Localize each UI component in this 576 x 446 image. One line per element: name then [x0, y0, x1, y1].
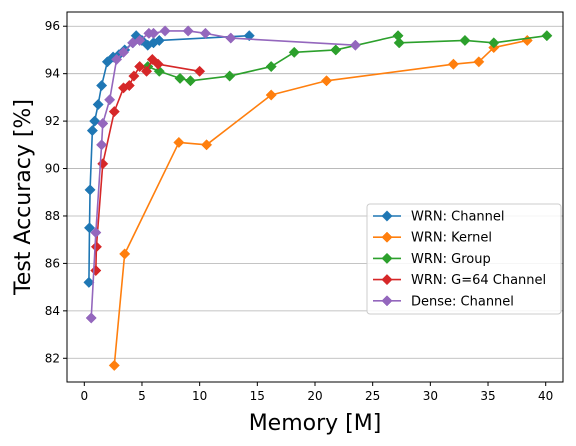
data-point — [84, 184, 96, 196]
data-point — [184, 75, 196, 87]
x-tick-label: 10 — [192, 389, 207, 403]
data-point — [89, 115, 101, 127]
data-point — [85, 312, 97, 324]
data-point — [128, 70, 140, 82]
data-point — [96, 79, 108, 92]
y-tick-label: 86 — [45, 256, 60, 270]
data-point — [111, 53, 123, 65]
data-point — [134, 34, 146, 47]
data-point — [153, 65, 165, 77]
legend-entry: WRN: Kernel — [373, 231, 492, 246]
data-point — [141, 65, 153, 77]
x-tick-label: 15 — [250, 389, 265, 403]
legend-entry: WRN: Group — [373, 252, 491, 267]
data-point — [92, 98, 104, 111]
x-tick-label: 0 — [80, 389, 88, 403]
data-point — [119, 248, 131, 260]
data-point — [194, 65, 206, 77]
legend-marker — [381, 274, 393, 286]
data-point — [104, 94, 116, 106]
data-point — [147, 27, 160, 39]
series-layer — [83, 25, 553, 371]
data-point — [123, 79, 135, 92]
y-tick-label: 82 — [45, 351, 60, 365]
x-tick-label: 40 — [538, 389, 553, 403]
y-tick-label: 96 — [45, 19, 60, 33]
data-point — [153, 34, 165, 47]
data-point — [86, 125, 98, 137]
data-point — [182, 25, 194, 37]
series-line — [88, 34, 250, 283]
data-point — [97, 158, 109, 170]
y-tick-label: 90 — [45, 162, 60, 176]
series-wrn-kernel — [108, 34, 533, 371]
data-point — [265, 60, 277, 73]
data-point — [541, 30, 553, 42]
data-point — [473, 56, 485, 68]
data-point — [117, 46, 130, 58]
data-point — [459, 34, 471, 47]
data-point — [159, 25, 171, 37]
y-axis-title: Test Accuracy [%] — [11, 99, 36, 296]
data-point — [447, 58, 459, 70]
x-tick-label: 20 — [307, 389, 322, 403]
data-point — [90, 227, 102, 239]
data-point — [96, 139, 108, 151]
data-point — [174, 72, 186, 84]
data-point — [393, 37, 405, 49]
legend: WRN: Channel WRN: Kernel WRN: Group WRN: G=… — [366, 203, 562, 315]
legend-label: WRN: Channel — [411, 210, 505, 225]
legend-label: WRN: G=64 Channel — [411, 273, 546, 288]
legend-label: WRN: Group — [411, 252, 491, 267]
data-point — [199, 27, 211, 39]
legend-box — [366, 203, 562, 315]
data-point — [134, 60, 146, 73]
data-point — [108, 359, 120, 371]
legend-marker — [381, 295, 393, 307]
data-point — [201, 139, 213, 151]
data-point — [243, 30, 255, 42]
data-point — [83, 276, 95, 288]
data-point — [90, 264, 102, 277]
x-axis-title: Memory [M] — [249, 411, 382, 436]
y-tick-label: 84 — [45, 304, 60, 318]
x-tick-label: 30 — [423, 389, 438, 403]
legend-entry: Dense: Channel — [373, 294, 514, 309]
data-point — [90, 241, 102, 253]
legend-entry: WRN: G=64 Channel — [373, 273, 546, 288]
x-tick-label: 35 — [480, 389, 495, 403]
data-point — [320, 75, 333, 87]
y-tick-label: 94 — [45, 67, 60, 81]
legend-label: Dense: Channel — [411, 294, 514, 309]
data-point — [225, 32, 237, 44]
y-tick-label: 88 — [45, 209, 60, 223]
data-point — [108, 106, 120, 118]
data-point — [330, 44, 342, 56]
legend-marker — [381, 231, 393, 243]
data-point — [349, 39, 361, 51]
data-point — [521, 34, 533, 47]
series-wrn-group — [142, 30, 553, 87]
data-point — [265, 89, 277, 101]
legend-entry: WRN: Channel — [373, 210, 505, 225]
series-line — [113, 39, 528, 366]
x-tick-label: 5 — [138, 389, 146, 403]
legend-marker — [381, 210, 393, 222]
legend-marker — [381, 252, 393, 264]
data-point — [224, 70, 236, 82]
data-point — [83, 222, 96, 234]
series-wrn-g-64-channel — [90, 53, 206, 277]
axis-ticks: 82 84 86 88 90 92 94 96 0 5 10 15 20 25 30 35 40 — [45, 19, 554, 403]
data-point — [173, 136, 185, 149]
y-tick-label: 92 — [45, 114, 60, 128]
data-point — [288, 46, 300, 58]
series-wrn-channel — [83, 30, 255, 288]
data-point — [97, 117, 109, 130]
data-point — [488, 37, 500, 49]
legend-label: WRN: Kernel — [411, 231, 492, 246]
series-dense-channel — [85, 25, 361, 324]
x-tick-label: 25 — [365, 389, 380, 403]
data-point — [152, 58, 164, 70]
